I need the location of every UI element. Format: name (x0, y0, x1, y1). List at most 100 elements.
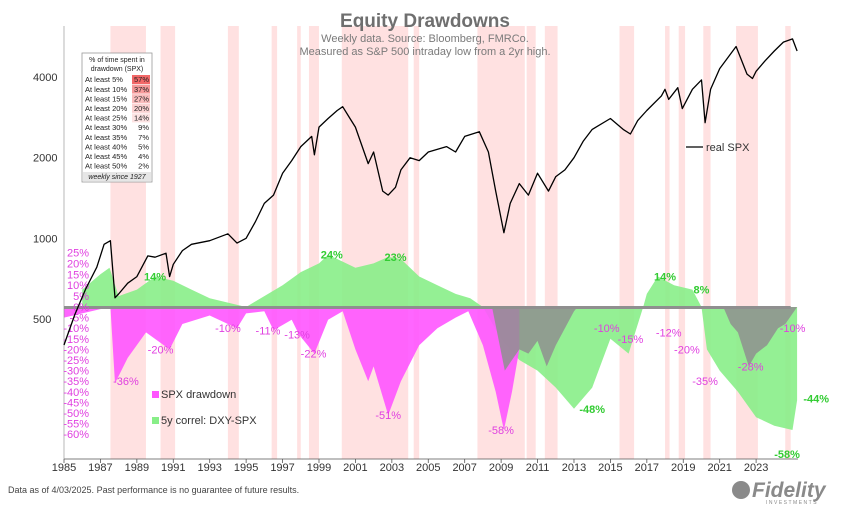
annotation-correl-3: -48% (579, 404, 605, 416)
table-row-value-7: 5% (138, 142, 149, 151)
legend-label-spx-drawdown: SPX drawdown (161, 389, 236, 401)
x-tick-label-1995: 1995 (234, 462, 258, 474)
x-tick-label-2013: 2013 (562, 462, 586, 474)
table-rows: At least 5% 57% At least 10% 37% At least 15… (85, 75, 150, 171)
x-tick-label-2005: 2005 (416, 462, 440, 474)
fidelity-logo: Fidelity INVESTMENTS (732, 479, 827, 506)
x-tick-label-1999: 1999 (307, 462, 331, 474)
logo-wordmark: Fidelity (752, 479, 827, 502)
shaded-period-1 (160, 26, 176, 459)
table-row-label-9: At least 50% (85, 162, 127, 171)
annotation-drawdown-8: -10% (594, 323, 620, 335)
table-row-label-6: At least 35% (85, 133, 127, 142)
annotation-drawdown-5: -22% (301, 349, 327, 361)
x-tick-label-2007: 2007 (452, 462, 476, 474)
annotation-correl-4: 14% (654, 271, 676, 283)
shaded-period-11 (619, 26, 635, 459)
pct-tick-label--45%: -45% (63, 397, 89, 409)
x-tick-label-1991: 1991 (161, 462, 185, 474)
x-tick-label-2023: 2023 (744, 462, 768, 474)
x-tick-label-1987: 1987 (88, 462, 112, 474)
pct-tick-label--30%: -30% (63, 366, 89, 378)
table-header-line-1: % of time spent in (89, 57, 145, 64)
annotation-drawdown-7: -58% (488, 425, 514, 437)
table-row-label-1: At least 10% (85, 85, 127, 94)
time-in-drawdown-table: % of time spent in drawdown (SPX) At lea… (81, 52, 153, 183)
table-row-value-9: 2% (138, 162, 149, 171)
shaded-period-16 (785, 26, 791, 459)
table-row-value-0: 57% (134, 75, 149, 84)
annotation-drawdown-1: -20% (148, 344, 174, 356)
table-row-value-4: 14% (134, 114, 149, 123)
area-overlap-2009 (492, 307, 578, 371)
area-spx-drawdown (64, 307, 520, 430)
table-row-value-6: 7% (138, 133, 149, 142)
y-tick-label-1000: 1000 (33, 233, 57, 245)
annotation-drawdown-10: -12% (656, 327, 682, 339)
table-value-bg-3 (132, 103, 150, 113)
annotation-correl-0: 14% (144, 271, 166, 283)
y-tick-label-500: 500 (33, 314, 51, 326)
annotation-correl-2: 23% (384, 252, 406, 264)
table-value-bg-2 (132, 94, 150, 104)
chart-title: Equity Drawdowns (340, 11, 510, 32)
x-tick-label-1993: 1993 (197, 462, 221, 474)
zero-band (64, 306, 791, 309)
shaded-period-9 (526, 26, 536, 459)
pct-tick-label-15%: 15% (67, 269, 89, 281)
table-value-bg-1 (132, 84, 150, 94)
table-row-label-2: At least 15% (85, 94, 127, 103)
annotation-drawdown-12: -35% (692, 376, 718, 388)
table-value-bg-5 (132, 123, 150, 132)
x-tick-label-2003: 2003 (380, 462, 404, 474)
area-overlap-2022 (723, 307, 798, 367)
y-tick-label-4000: 4000 (33, 72, 57, 84)
pct-tick-label--50%: -50% (63, 408, 89, 420)
pct-tick-label--60%: -60% (63, 429, 89, 441)
annotation-drawdown-2: -10% (215, 323, 241, 335)
x-tick-label-2017: 2017 (635, 462, 659, 474)
area-dxy-spx-correl (82, 254, 798, 430)
chart-subtitle-line-1: Weekly data. Source: Bloomberg, FMRCo. (321, 33, 529, 45)
pct-tick-label--10%: -10% (63, 323, 89, 335)
table-row-label-3: At least 20% (85, 104, 127, 113)
table-value-bg-9 (132, 161, 150, 171)
legend: SPX drawdown 5y correl: DXY-SPX real SPX (152, 142, 750, 427)
y-tick-label-2000: 2000 (33, 153, 57, 165)
table-row-label-5: At least 30% (85, 123, 127, 132)
x-tick-label-1989: 1989 (125, 462, 149, 474)
table-row-label-7: At least 40% (85, 142, 127, 151)
pct-tick-label--25%: -25% (63, 355, 89, 367)
annotation-drawdown-4: -13% (284, 330, 310, 342)
annotation-drawdown-9: -15% (618, 334, 644, 346)
shaded-period-4 (297, 26, 301, 459)
shaded-period-2 (227, 26, 239, 459)
x-tick-label-2019: 2019 (671, 462, 695, 474)
logo-subtext: INVESTMENTS (766, 500, 818, 506)
legend-swatch-dxy-correl (152, 417, 159, 424)
annotation-drawdown-11: -20% (674, 344, 700, 356)
pct-tick-label--20%: -20% (63, 344, 89, 356)
x-tick-label-1997: 1997 (270, 462, 294, 474)
annotation-correl-5: 8% (694, 285, 710, 297)
shaded-period-13 (678, 26, 686, 459)
shaded-period-7 (413, 26, 420, 459)
table-row-label-0: At least 5% (85, 75, 123, 84)
annotation-drawdown-13: -28% (738, 361, 764, 373)
shaded-period-6 (341, 26, 409, 459)
pct-tick-label--40%: -40% (63, 387, 89, 399)
legend-label-dxy-correl: 5y correl: DXY-SPX (161, 415, 257, 427)
pct-tick-label-25%: 25% (67, 248, 89, 260)
series-label-real-spx: real SPX (706, 142, 750, 154)
annotation-correl-6: -44% (803, 393, 829, 405)
shaded-period-3 (271, 26, 278, 459)
table-value-bg-8 (132, 151, 150, 161)
area-series (64, 254, 798, 430)
x-tick-label-2021: 2021 (707, 462, 731, 474)
pct-tick-label-20%: 20% (67, 258, 89, 270)
shaded-period-5 (308, 26, 319, 459)
legend-swatch-spx-drawdown (152, 391, 159, 398)
annotations: -36%-20%-10% -11% -13%-22%-51%-58%-10%-15%… (113, 250, 829, 461)
